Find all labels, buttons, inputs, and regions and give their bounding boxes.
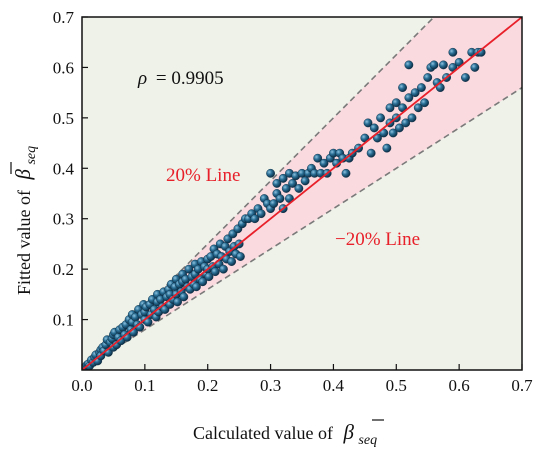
y-axis-label-text: Fitted value of (14, 190, 34, 295)
data-point (278, 173, 288, 183)
data-point (388, 128, 398, 138)
data-point (439, 60, 448, 70)
data-point (266, 168, 275, 178)
data-point (395, 123, 404, 133)
y-tick-label: 0.1 (53, 311, 74, 330)
plot-frame (81, 16, 523, 371)
data-point (250, 214, 260, 224)
y-axis-symbol: β (11, 169, 35, 181)
x-axis-symbol: β (342, 420, 354, 444)
data-point (413, 103, 423, 113)
x-tick-label: 0.6 (449, 376, 470, 395)
data-point (423, 73, 433, 82)
x-tick-label: 0.7 (511, 376, 533, 395)
data-point (385, 103, 395, 113)
y-axis-label: Fitted value of β seq (11, 146, 39, 295)
data-point (369, 123, 379, 133)
x-axis-symbol-subscript: seq (358, 433, 377, 448)
y-tick-label: 0.6 (53, 58, 74, 77)
rho-symbol: ρ (137, 68, 147, 89)
correlation-annotation: ρ = 0.9905 (137, 68, 224, 89)
data-point (269, 199, 279, 208)
data-point (363, 118, 373, 128)
data-point (401, 118, 411, 128)
x-axis-label: Calculated value of β seq (193, 420, 377, 448)
equality-line (82, 17, 522, 370)
data-point (235, 252, 245, 261)
data-point (313, 153, 323, 163)
x-tick-label: 0.5 (386, 376, 407, 395)
data-point (410, 88, 420, 98)
data-point (398, 83, 407, 93)
lower-20-percent-line (82, 86, 522, 370)
upper-line-label: 20% Line (166, 165, 240, 186)
data-point (204, 272, 214, 282)
data-points (82, 47, 486, 370)
y-axis-ticks: 0.1 0.2 0.3 0.4 0.5 0.6 0.7 (53, 8, 88, 330)
data-point (341, 168, 351, 178)
data-point (272, 179, 282, 188)
x-tick-label: 0.2 (197, 376, 218, 395)
x-axis-label-text: Calculated value of (193, 423, 333, 443)
data-point (300, 176, 310, 186)
y-tick-label: 0.2 (53, 260, 74, 279)
data-point (366, 148, 376, 158)
data-point (288, 179, 297, 188)
data-point (420, 98, 429, 108)
data-point (391, 98, 401, 108)
data-point (227, 257, 237, 266)
x-tick-label: 0.0 (71, 376, 92, 395)
x-axis-ticks: 0.0 0.1 0.2 0.3 0.4 0.5 0.6 0.7 (71, 364, 533, 395)
x-tick-label: 0.3 (260, 376, 281, 395)
x-tick-label: 0.4 (323, 376, 345, 395)
y-tick-label: 0.5 (53, 109, 74, 128)
data-point (417, 83, 426, 93)
data-point (210, 267, 220, 277)
data-point (173, 297, 182, 307)
data-point (407, 113, 417, 123)
data-point (404, 93, 414, 103)
y-tick-label: 0.3 (53, 210, 74, 229)
lower-line-label: −20% Line (335, 229, 420, 250)
y-tick-label: 0.7 (53, 8, 75, 27)
data-point (294, 184, 304, 193)
y-tick-label: 0.4 (53, 159, 75, 178)
data-point (179, 292, 189, 302)
y-axis-symbol-subscript: seq (24, 146, 39, 165)
data-point (256, 209, 266, 219)
data-point (404, 60, 414, 70)
data-point (191, 282, 201, 292)
data-point (461, 73, 470, 82)
data-point (281, 184, 291, 193)
x-tick-label: 0.1 (134, 376, 155, 395)
data-point (429, 60, 439, 70)
data-point (275, 194, 285, 203)
rho-value: = 0.9905 (156, 68, 224, 89)
data-point (184, 264, 194, 274)
data-point (319, 158, 329, 168)
data-point (470, 63, 480, 72)
data-point (448, 47, 458, 57)
data-point (382, 143, 392, 153)
data-point (198, 277, 208, 287)
data-point (219, 264, 228, 274)
data-point (376, 113, 385, 123)
